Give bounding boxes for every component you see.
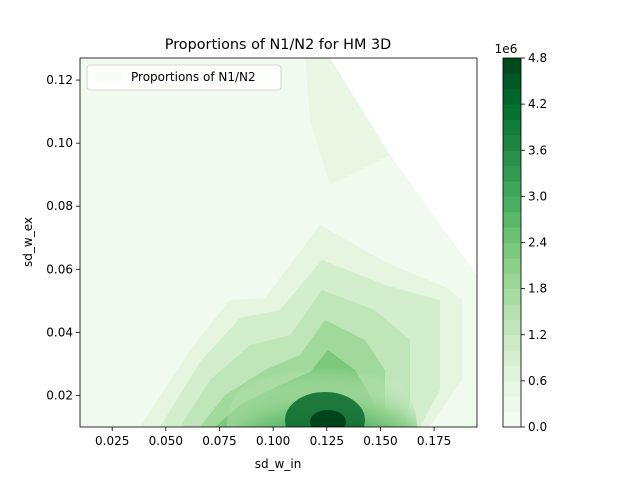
plot-area xyxy=(80,58,477,427)
colorbar-level xyxy=(503,227,521,243)
legend: Proportions of N1/N2 xyxy=(86,64,282,91)
contour-peak-max xyxy=(310,410,346,427)
colorbar-level xyxy=(503,88,521,105)
x-tick-label: 0.100 xyxy=(256,434,290,448)
colorbar-tick-label: 0.0 xyxy=(528,420,547,434)
x-axis-label: sd_w_in xyxy=(255,457,302,471)
legend-box xyxy=(86,64,282,91)
y-tick-label: 0.08 xyxy=(46,199,73,213)
colorbar-level xyxy=(503,196,521,213)
colorbar-level xyxy=(503,288,521,305)
colorbar-level xyxy=(503,380,521,397)
colorbar-level xyxy=(503,242,521,259)
colorbar-level xyxy=(503,396,521,413)
x-tick-label: 0.150 xyxy=(363,434,397,448)
colorbar-level xyxy=(503,104,521,120)
y-axis: 0.02 0.04 0.06 0.08 0.10 0.12 xyxy=(46,73,80,402)
colorbar-level xyxy=(503,365,521,382)
colorbar-level xyxy=(503,319,521,336)
colorbar-level xyxy=(503,304,521,320)
y-axis-label: sd_w_ex xyxy=(21,217,35,267)
colorbar-level xyxy=(503,257,521,274)
colorbar-level xyxy=(503,119,521,136)
colorbar-tick-label: 2.4 xyxy=(528,236,547,250)
colorbar-level xyxy=(503,411,521,428)
no-data-region xyxy=(330,58,477,275)
colorbar-level xyxy=(503,273,521,290)
colorbar-level xyxy=(503,211,521,228)
colorbar-tick-label: 1.8 xyxy=(528,282,547,296)
chart-title: Proportions of N1/N2 for HM 3D xyxy=(165,37,391,53)
contour-peak xyxy=(227,352,417,427)
colorbar-level xyxy=(503,134,521,151)
y-tick-label: 0.02 xyxy=(46,388,73,402)
x-tick-label: 0.025 xyxy=(95,434,129,448)
x-tick-label: 0.125 xyxy=(310,434,344,448)
colorbar-tick-label: 0.6 xyxy=(528,374,547,388)
x-tick-label: 0.075 xyxy=(202,434,236,448)
colorbar: 0.0 0.6 1.2 1.8 2.4 3.0 3.6 4.2 4.8 xyxy=(503,51,547,434)
colorbar-frame xyxy=(502,57,522,428)
colorbar-tick-label: 3.0 xyxy=(528,189,547,203)
colorbar-tick-label: 4.2 xyxy=(528,97,547,111)
colorbar-level xyxy=(503,165,521,182)
colorbar-tick-label: 4.8 xyxy=(528,51,547,65)
x-axis: 0.025 0.050 0.075 0.100 0.125 0.150 0.175 xyxy=(95,427,451,448)
y-tick-label: 0.06 xyxy=(46,262,73,276)
y-tick-label: 0.04 xyxy=(46,325,73,339)
colorbar-offset-label: 1e6 xyxy=(495,42,518,56)
legend-swatch xyxy=(95,72,123,82)
colorbar-level xyxy=(503,181,521,197)
colorbar-level xyxy=(503,58,521,74)
colorbar-level xyxy=(503,150,521,167)
legend-label: Proportions of N1/N2 xyxy=(131,70,256,84)
contour-band-outer xyxy=(305,58,390,185)
colorbar-tick-label: 3.6 xyxy=(528,143,547,157)
x-tick-label: 0.175 xyxy=(417,434,451,448)
colorbar-level xyxy=(503,350,521,366)
y-tick-label: 0.12 xyxy=(46,73,73,87)
plot-frame xyxy=(79,57,478,428)
colorbar-tick-label: 1.2 xyxy=(528,328,547,342)
x-tick-label: 0.050 xyxy=(149,434,183,448)
colorbar-level xyxy=(503,334,521,351)
y-tick-label: 0.10 xyxy=(46,136,73,150)
colorbar-level xyxy=(503,73,521,90)
